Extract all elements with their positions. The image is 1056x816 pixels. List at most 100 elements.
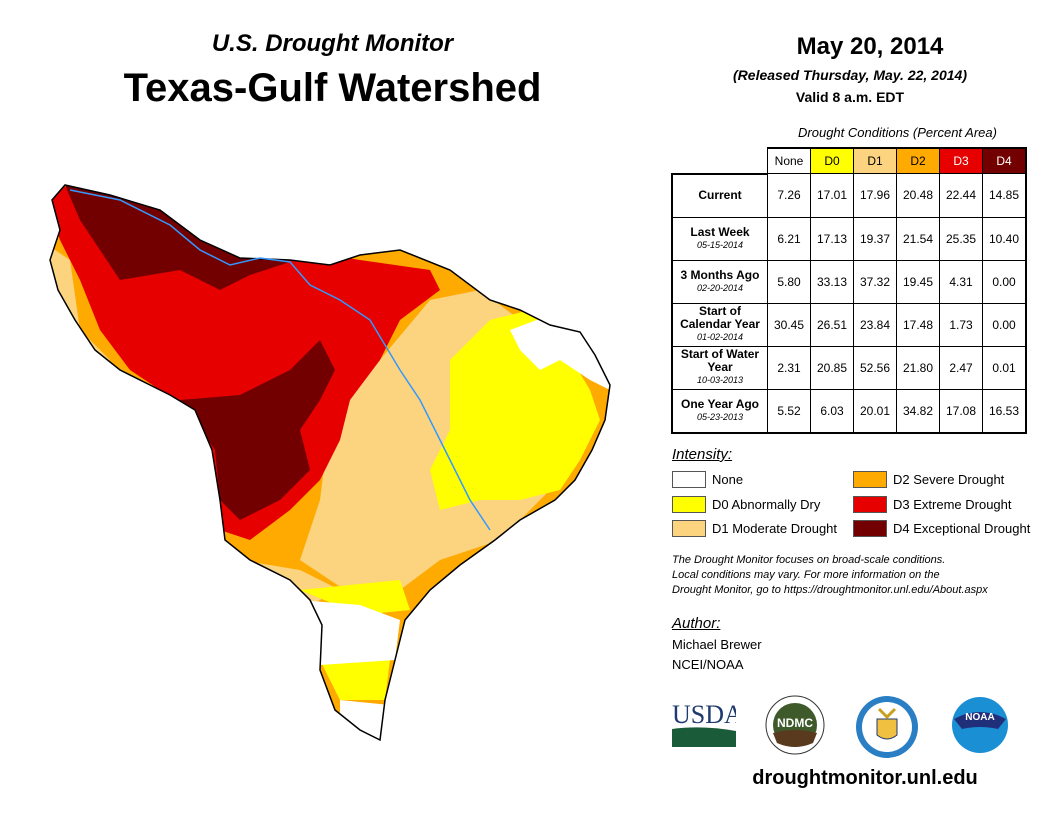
col-d0: D0	[810, 147, 854, 174]
table-cell: 26.51	[810, 302, 854, 347]
row-label-text: One Year Ago	[680, 396, 760, 411]
disclaimer-note: The Drought Monitor focuses on broad-sca…	[672, 553, 1052, 598]
legend-d2: D2 Severe Drought	[853, 471, 1004, 488]
none-region-south	[300, 600, 400, 740]
row-label-text: Start of Calendar Year	[680, 304, 760, 331]
table-cell: 17.01	[810, 173, 854, 218]
swatch	[853, 496, 887, 513]
legend-title: Intensity:	[672, 446, 733, 463]
ndmc-logo: NDMC	[765, 695, 825, 755]
table-cell: 14.85	[982, 173, 1027, 218]
row-date: 05-15-2014	[696, 239, 744, 250]
legend-label: D3 Extreme Drought	[893, 497, 1012, 512]
commerce-seal-logo	[856, 696, 918, 758]
row-date: 02-20-2014	[696, 282, 744, 293]
legend-label: D1 Moderate Drought	[712, 521, 838, 536]
table-cell: 20.48	[896, 173, 940, 218]
note-line: Local conditions may vary. For more info…	[672, 569, 940, 581]
note-line[interactable]: Drought Monitor, go to https://droughtmo…	[672, 584, 988, 596]
row-label: Last Week 05-15-2014	[671, 216, 768, 261]
d4-region-central	[180, 340, 335, 520]
row-label: 3 Months Ago 02-20-2014	[671, 259, 768, 304]
table-cell: 0.00	[982, 259, 1027, 304]
row-label-text: Last Week	[690, 224, 750, 239]
table-cell: 0.01	[982, 345, 1027, 390]
row-label-text: 3 Months Ago	[680, 267, 760, 282]
legend-d4: D4 Exceptional Drought	[853, 520, 1030, 537]
swatch	[853, 520, 887, 537]
legend-d3: D3 Extreme Drought	[853, 496, 1012, 513]
table-cell: 52.56	[853, 345, 897, 390]
col-d4: D4	[982, 147, 1027, 174]
col-none: None	[767, 147, 811, 174]
swatch	[853, 471, 887, 488]
table-cell: 2.47	[939, 345, 983, 390]
release-date: (Released Thursday, May. 22, 2014)	[733, 67, 967, 83]
table-cell: 20.01	[853, 388, 897, 434]
watershed-outline	[49, 184, 611, 742]
table-cell: 33.13	[810, 259, 854, 304]
table-row: One Year Ago 05-23-2013 5.52 6.03 20.01 34.82…	[671, 388, 1027, 434]
svg-text:USDA: USDA	[672, 700, 736, 729]
table-caption: Drought Conditions (Percent Area)	[798, 125, 997, 140]
table-cell: 20.85	[810, 345, 854, 390]
col-d1: D1	[853, 147, 897, 174]
note-line: The Drought Monitor focuses on broad-sca…	[672, 554, 946, 566]
website-link[interactable]: droughtmonitor.unl.edu	[752, 767, 978, 789]
table-cell: 4.31	[939, 259, 983, 304]
row-date: 05-23-2013	[696, 411, 744, 422]
drought-conditions-table: None D0 D1 D2 D3 D4 Current 7.26 17.01 17.9…	[671, 147, 1027, 434]
row-label-text: Current	[698, 188, 742, 202]
table-cell: 1.73	[939, 302, 983, 347]
map-title: Texas-Gulf Watershed	[123, 66, 542, 110]
table-cell: 6.21	[767, 216, 811, 261]
table-cell: 21.80	[896, 345, 940, 390]
river	[69, 189, 491, 531]
table-cell: 5.52	[767, 388, 811, 434]
watershed-map	[49, 184, 611, 742]
author-name: Michael Brewer	[672, 637, 762, 652]
legend-d0: D0 Abnormally Dry	[672, 496, 820, 513]
table-cell: 37.32	[853, 259, 897, 304]
table-row: Start of Water Year 10-03-2013 2.31 20.85 52…	[671, 345, 1027, 390]
table-row: Start of Calendar Year 01-02-2014 30.45 26.…	[671, 302, 1027, 347]
table-cell: 10.40	[982, 216, 1027, 261]
table-cell: 16.53	[982, 388, 1027, 434]
author-org: NCEI/NOAA	[672, 657, 744, 672]
table-cell: 2.31	[767, 345, 811, 390]
table-cell: 17.48	[896, 302, 940, 347]
d0-region-south	[300, 580, 410, 700]
row-date: 01-02-2014	[696, 332, 744, 342]
table-cell: 0.00	[982, 302, 1027, 347]
swatch	[672, 471, 706, 488]
usda-logo: USDA	[672, 700, 736, 747]
legend-label: D2 Severe Drought	[893, 472, 1005, 487]
row-label: Start of Calendar Year 01-02-2014	[671, 302, 768, 347]
table-cell: 6.03	[810, 388, 854, 434]
table-cell: 30.45	[767, 302, 811, 347]
col-d2: D2	[896, 147, 940, 174]
row-label: Current	[671, 173, 768, 218]
valid-time: Valid 8 a.m. EDT	[795, 89, 905, 105]
table-cell: 17.08	[939, 388, 983, 434]
table-cell: 22.44	[939, 173, 983, 218]
legend-label: D4 Exceptional Drought	[893, 521, 1031, 536]
table-cell: 21.54	[896, 216, 940, 261]
noaa-logo: NOAA	[952, 697, 1008, 753]
table-cell: 23.84	[853, 302, 897, 347]
table-row: Last Week 05-15-2014 6.21 17.13 19.37 21.54 25…	[671, 216, 1027, 261]
table-cell: 25.35	[939, 216, 983, 261]
svg-text:NOAA: NOAA	[965, 712, 994, 723]
table-cell: 19.45	[896, 259, 940, 304]
swatch	[672, 520, 706, 537]
table-cell: 34.82	[896, 388, 940, 434]
legend-none: None	[672, 471, 743, 488]
author-title: Author:	[672, 615, 721, 632]
table-cell: 17.96	[853, 173, 897, 218]
legend-label: None	[712, 472, 744, 487]
col-d3: D3	[939, 147, 983, 174]
map-date: May 20, 2014	[796, 33, 944, 60]
table-row: Current 7.26 17.01 17.96 20.48 22.44 14.85	[671, 173, 1027, 218]
table-cell: 7.26	[767, 173, 811, 218]
legend-label: D0 Abnormally Dry	[712, 497, 821, 512]
